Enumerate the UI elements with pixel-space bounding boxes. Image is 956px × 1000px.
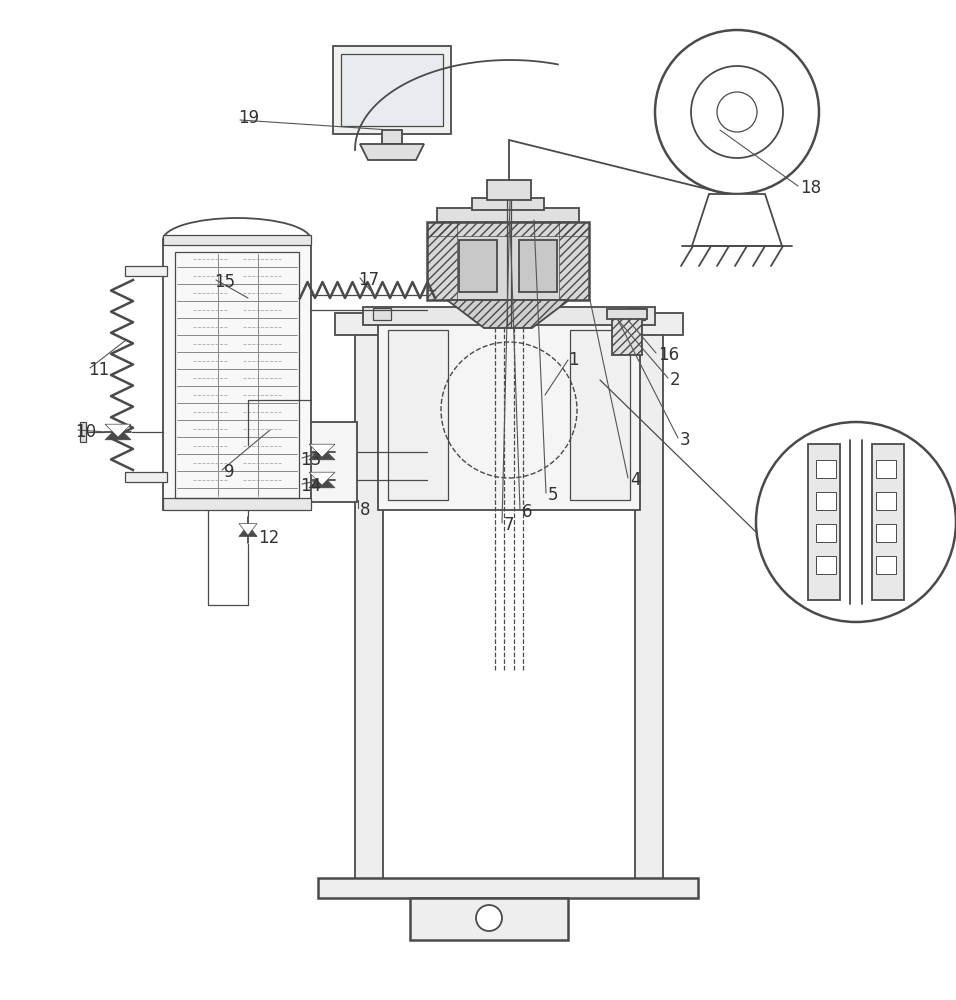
Bar (333, 46, 451, 134)
Text: 5: 5 (548, 486, 558, 504)
Bar (318, 878, 698, 898)
Bar (816, 492, 836, 510)
Bar (163, 498, 311, 510)
Bar (519, 240, 557, 292)
Bar (125, 472, 167, 482)
Text: 13: 13 (300, 451, 321, 469)
Text: 4: 4 (630, 471, 641, 489)
Circle shape (717, 92, 757, 132)
Text: 2: 2 (670, 371, 681, 389)
Bar (125, 266, 167, 276)
Bar (808, 444, 840, 600)
Bar (816, 556, 836, 574)
Bar (876, 492, 896, 510)
Bar (355, 320, 383, 880)
Bar (472, 198, 544, 210)
Text: 10: 10 (75, 423, 97, 441)
Circle shape (756, 422, 956, 622)
Text: 17: 17 (358, 271, 380, 289)
Bar (437, 208, 579, 222)
Bar (373, 308, 391, 320)
Bar (163, 235, 311, 245)
Polygon shape (360, 144, 424, 160)
Bar (607, 309, 647, 319)
Bar (876, 460, 896, 478)
Circle shape (476, 905, 502, 931)
Bar (163, 240, 311, 510)
Bar (175, 252, 299, 498)
Text: 19: 19 (238, 109, 259, 127)
Bar (487, 180, 531, 200)
Polygon shape (105, 424, 131, 437)
Polygon shape (692, 194, 782, 246)
Bar (80, 422, 86, 442)
Bar (427, 222, 589, 236)
Bar (382, 130, 402, 144)
Polygon shape (309, 444, 335, 457)
Polygon shape (105, 427, 131, 440)
Bar (570, 330, 630, 500)
Circle shape (691, 66, 783, 158)
Polygon shape (309, 472, 335, 485)
Bar (816, 460, 836, 478)
Bar (459, 240, 497, 292)
Text: 14: 14 (300, 477, 321, 495)
Bar (427, 222, 457, 300)
Text: 7: 7 (504, 516, 514, 534)
Polygon shape (239, 525, 257, 536)
Bar (427, 222, 589, 300)
Bar (876, 524, 896, 542)
Text: 9: 9 (224, 463, 234, 481)
Bar (378, 320, 640, 510)
Bar (627, 308, 645, 320)
Polygon shape (239, 524, 257, 535)
Text: 11: 11 (88, 361, 109, 379)
Bar (335, 313, 683, 335)
Text: 18: 18 (800, 179, 821, 197)
Text: 6: 6 (522, 503, 532, 521)
Text: 8: 8 (360, 501, 371, 519)
Text: 12: 12 (258, 529, 279, 547)
Bar (816, 524, 836, 542)
Text: 3: 3 (680, 431, 690, 449)
Polygon shape (447, 300, 569, 328)
Bar (872, 444, 904, 600)
Bar (635, 320, 663, 880)
Text: 16: 16 (658, 346, 679, 364)
Text: 1: 1 (568, 351, 578, 369)
Bar (388, 330, 448, 500)
Bar (612, 317, 642, 355)
Circle shape (655, 30, 819, 194)
Text: 15: 15 (214, 273, 235, 291)
Polygon shape (309, 447, 335, 460)
Bar (287, 422, 357, 502)
Polygon shape (309, 475, 335, 488)
Bar (876, 556, 896, 574)
Bar (559, 222, 589, 300)
Bar (341, 54, 443, 126)
Bar (410, 898, 568, 940)
Bar (363, 307, 655, 325)
